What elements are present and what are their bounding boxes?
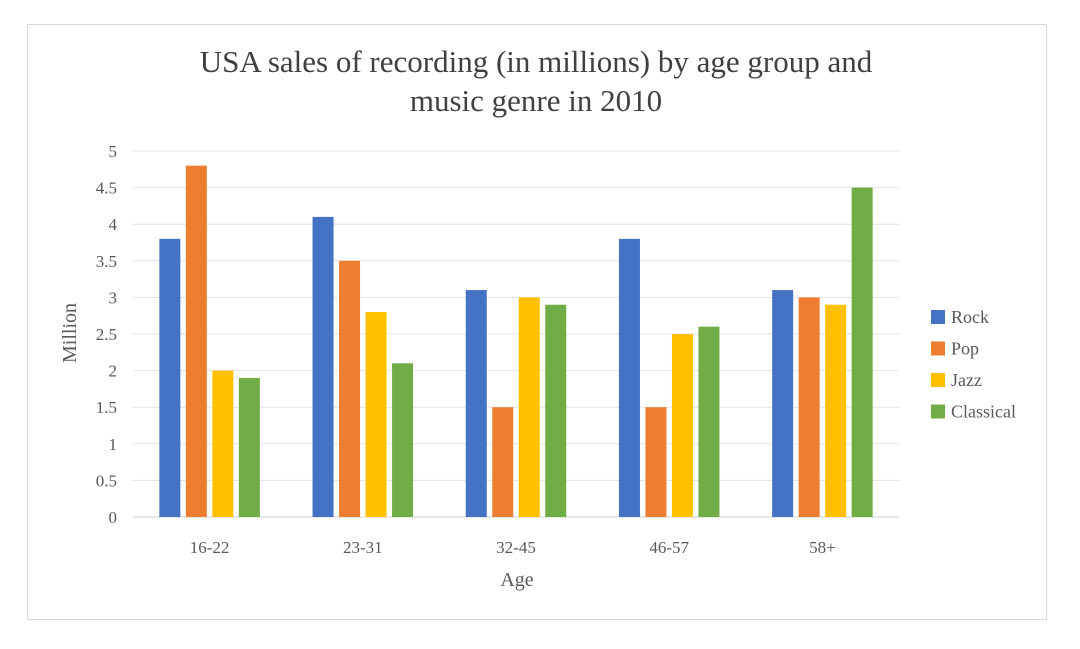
bar-rock-23-31: [312, 216, 334, 517]
y-axis-label: Million: [59, 303, 81, 363]
bar-pop-23-31: [339, 260, 361, 517]
y-tick-label: 3: [109, 288, 118, 307]
y-tick-label: 2: [109, 362, 118, 381]
bar-classical-46-57: [698, 326, 720, 517]
y-tick-label: 3.5: [96, 252, 117, 271]
y-tick-label: 4: [109, 215, 118, 234]
bar-classical-23-31: [392, 363, 414, 517]
legend-label-jazz: Jazz: [951, 370, 982, 390]
x-axis-ticks: 16-22 23-31 32-45 46-57 58+: [190, 538, 836, 557]
y-tick-label: 0: [109, 508, 118, 527]
legend-swatch-rock: [931, 310, 945, 324]
bar-rock-58plus: [772, 290, 794, 517]
bar-jazz-58plus: [825, 304, 847, 517]
bar-jazz-46-57: [671, 334, 693, 517]
legend-swatch-jazz: [931, 373, 945, 387]
y-tick-label: 5: [109, 142, 118, 161]
bar-classical-16-22: [238, 377, 260, 517]
bar-jazz-23-31: [365, 312, 387, 517]
x-tick-label: 16-22: [190, 538, 230, 557]
gridlines: [133, 150, 899, 518]
bar-rock-32-45: [465, 290, 487, 517]
y-tick-label: 4.5: [96, 179, 117, 198]
legend-swatch-pop: [931, 341, 945, 356]
legend: Rock Pop Jazz Classical: [931, 307, 1016, 422]
bar-classical-32-45: [545, 304, 567, 517]
y-axis-ticks: 0 0.5 1 1.5 2 2.5 3 3.5 4 4.5 5: [96, 142, 118, 527]
legend-label-rock: Rock: [951, 307, 989, 327]
bar-jazz-32-45: [518, 297, 540, 517]
legend-swatch-classical: [931, 404, 945, 419]
legend-label-pop: Pop: [951, 339, 979, 359]
x-tick-label: 58+: [809, 538, 836, 557]
bar-rock-46-57: [618, 238, 640, 517]
bar-rock-16-22: [159, 238, 181, 517]
chart-title-line-1: USA sales of recording (in millions) by …: [200, 44, 873, 79]
x-tick-label: 32-45: [496, 538, 536, 557]
y-tick-label: 0.5: [96, 471, 117, 490]
y-tick-label: 2.5: [96, 325, 117, 344]
bars: [159, 165, 873, 517]
bar-pop-58plus: [798, 297, 820, 517]
bar-pop-32-45: [492, 407, 514, 517]
chart-title-line-2: music genre in 2010: [410, 83, 662, 118]
x-axis-label: Age: [500, 569, 533, 591]
bar-classical-58plus: [851, 187, 873, 517]
chart-title: USA sales of recording (in millions) by …: [200, 44, 873, 118]
bar-pop-46-57: [645, 407, 667, 517]
x-tick-label: 46-57: [649, 538, 689, 557]
legend-label-classical: Classical: [951, 402, 1016, 422]
y-tick-label: 1: [109, 435, 118, 454]
y-tick-label: 1.5: [96, 398, 117, 417]
x-tick-label: 23-31: [343, 538, 383, 557]
bar-jazz-16-22: [212, 370, 234, 517]
bar-pop-16-22: [185, 165, 207, 517]
